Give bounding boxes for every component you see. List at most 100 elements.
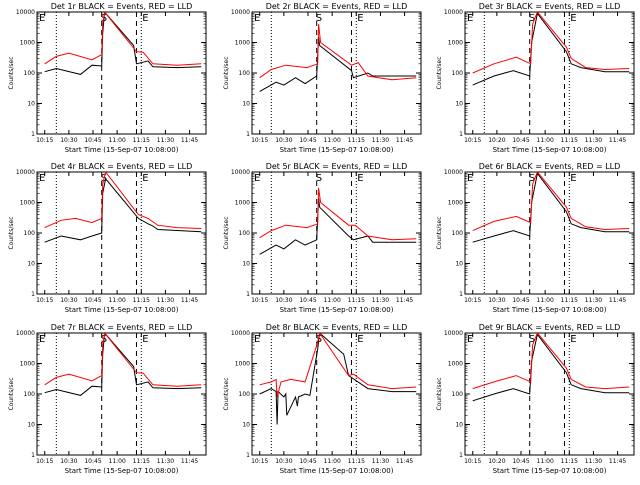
x-axis-label: Start Time (15-Sep-07 10:08:00) — [65, 146, 179, 154]
x-tick-label: 11:15 — [133, 137, 150, 144]
x-tick-label: 10:15 — [36, 137, 53, 144]
y-tick-label: 1000 — [235, 200, 250, 207]
x-tick-label: 11:00 — [324, 137, 341, 144]
events-series-line — [472, 12, 630, 86]
x-tick-label: 10:45 — [299, 297, 316, 304]
x-axis-label: Start Time (15-Sep-07 10:08:00) — [65, 306, 179, 314]
series-group — [259, 24, 417, 92]
lld-series-line — [259, 187, 417, 241]
series-group — [44, 333, 202, 396]
x-tick-label: 10:45 — [512, 137, 529, 144]
x-tick-label: 11:45 — [609, 297, 626, 304]
events-series-line — [259, 333, 417, 425]
panel-title: Det 4r BLACK = Events, RED = LLD — [51, 162, 193, 171]
x-tick-label: 11:45 — [396, 297, 413, 304]
y-tick-label: 1000 — [448, 40, 463, 47]
x-axis-label: Start Time (15-Sep-07 10:08:00) — [493, 467, 607, 475]
end-marker: E — [254, 13, 260, 24]
x-tick-label: 10:30 — [275, 137, 292, 144]
y-tick-label: 100 — [239, 70, 251, 77]
x-tick-label: 11:15 — [561, 137, 578, 144]
x-tick-label: 11:00 — [537, 137, 554, 144]
series-group — [259, 187, 417, 255]
y-tick-label: 1000 — [235, 361, 250, 368]
x-axis-label: Start Time (15-Sep-07 10:08:00) — [280, 467, 394, 475]
y-tick-label: 1 — [31, 131, 35, 138]
x-tick-label: 10:30 — [60, 137, 77, 144]
x-tick-label: 10:20 — [488, 458, 505, 465]
x-tick-label: 10:45 — [299, 458, 316, 465]
x-tick-label: 11:30 — [157, 137, 174, 144]
events-series-line — [44, 177, 202, 243]
lld-series-line — [44, 333, 202, 387]
x-axis-label: Start Time (15-Sep-07 10:08:00) — [493, 306, 607, 314]
x-tick-label: 10:15 — [464, 137, 481, 144]
x-tick-label: 10:15 — [251, 297, 268, 304]
y-axis-label: Counts/sec — [436, 377, 443, 410]
y-axis-label: Counts/sec — [436, 56, 443, 89]
x-tick-label: 11:30 — [372, 137, 389, 144]
end-marker: E — [39, 173, 45, 184]
x-tick-label: 11:45 — [181, 137, 198, 144]
y-tick-label: 10000 — [16, 330, 35, 337]
x-tick-label: 10:45 — [299, 137, 316, 144]
y-tick-label: 1 — [31, 452, 35, 459]
end-marker: E — [467, 173, 473, 184]
y-tick-label: 100 — [239, 230, 251, 237]
x-tick-label: 11:00 — [324, 458, 341, 465]
y-tick-label: 10000 — [231, 330, 250, 337]
start-marker: S — [529, 173, 535, 184]
x-tick-label: 10:45 — [512, 297, 529, 304]
x-tick-label: 10:15 — [36, 297, 53, 304]
end-marker: E — [357, 334, 363, 345]
x-tick-label: 11:45 — [181, 297, 198, 304]
y-axis-label: Counts/sec — [223, 56, 230, 89]
y-tick-label: 10000 — [16, 9, 35, 16]
start-marker: S — [316, 173, 322, 184]
start-marker: S — [529, 13, 535, 24]
x-axis-label: Start Time (15-Sep-07 10:08:00) — [493, 146, 607, 154]
x-tick-label: 11:45 — [396, 458, 413, 465]
y-axis-label: Counts/sec — [223, 377, 230, 410]
x-tick-label: 10:15 — [464, 297, 481, 304]
end-marker: E — [142, 334, 148, 345]
panel-title: Det 5r BLACK = Events, RED = LLD — [266, 162, 408, 171]
x-tick-label: 10:45 — [84, 297, 101, 304]
y-tick-label: 10 — [242, 422, 250, 429]
x-tick-label: 11:45 — [181, 458, 198, 465]
detector-panel-2: Det 2r BLACK = Events, RED = LLD Counts/s… — [223, 2, 422, 154]
detector-panel-9: Det 9r BLACK = Events, RED = LLD Counts/s… — [436, 323, 635, 475]
x-tick-label: 11:45 — [609, 137, 626, 144]
x-tick-label: 10:45 — [512, 458, 529, 465]
detector-panel-7: Det 7r BLACK = Events, RED = LLD Counts/s… — [8, 323, 207, 475]
x-tick-label: 11:30 — [585, 458, 602, 465]
y-tick-label: 10000 — [444, 169, 463, 176]
x-tick-label: 10:20 — [488, 137, 505, 144]
detector-panel-8: Det 8r BLACK = Events, RED = LLD Counts/s… — [223, 323, 422, 475]
y-tick-label: 1 — [246, 452, 250, 459]
y-tick-label: 10000 — [16, 169, 35, 176]
panel-title: Det 6r BLACK = Events, RED = LLD — [479, 162, 621, 171]
panel-title: Det 9r BLACK = Events, RED = LLD — [479, 323, 621, 332]
x-tick-label: 11:30 — [157, 458, 174, 465]
lld-series-line — [44, 12, 202, 66]
y-tick-label: 10 — [242, 101, 250, 108]
y-tick-label: 1 — [459, 291, 463, 298]
y-tick-label: 10000 — [444, 330, 463, 337]
x-tick-label: 11:15 — [133, 297, 150, 304]
y-tick-label: 10 — [27, 422, 35, 429]
x-tick-label: 11:15 — [348, 297, 365, 304]
detector-panel-4: Det 4r BLACK = Events, RED = LLD Counts/s… — [8, 162, 207, 314]
lld-series-line — [472, 12, 630, 74]
panel-title: Det 2r BLACK = Events, RED = LLD — [266, 2, 408, 11]
end-marker: E — [254, 173, 260, 184]
plot-frame — [36, 11, 207, 135]
y-tick-label: 100 — [24, 391, 36, 398]
panel-title: Det 3r BLACK = Events, RED = LLD — [479, 2, 621, 11]
x-tick-label: 11:30 — [585, 137, 602, 144]
end-marker: E — [467, 334, 473, 345]
y-tick-label: 1 — [246, 291, 250, 298]
end-marker: E — [570, 173, 576, 184]
x-tick-label: 10:15 — [251, 458, 268, 465]
